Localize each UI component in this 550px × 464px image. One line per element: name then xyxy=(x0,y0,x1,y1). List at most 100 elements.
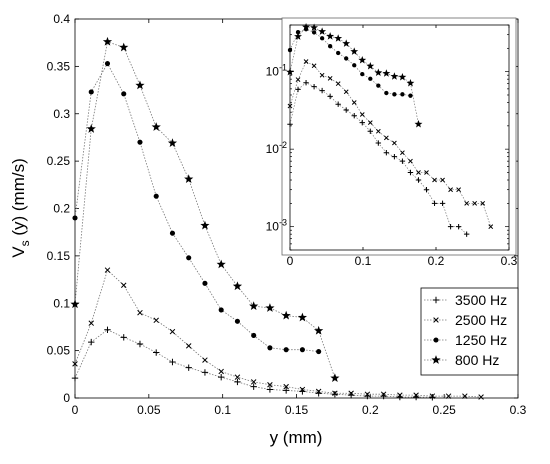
inset-y-tick-label: 10-1 xyxy=(266,63,287,79)
data-point-2500-hz xyxy=(169,328,176,335)
data-point-800-hz xyxy=(330,373,340,383)
data-point-2500-hz xyxy=(88,320,94,326)
y-tick-label: 0.25 xyxy=(47,154,71,168)
data-point-800-hz xyxy=(86,124,96,133)
inset-data-point-2500-hz xyxy=(392,140,397,146)
inset-data-point-3500-hz xyxy=(327,93,333,100)
x-tick-label: 0.15 xyxy=(285,403,309,417)
data-point-1250-hz xyxy=(202,280,208,286)
inset-series-line-800-hz xyxy=(289,26,419,125)
inset-data-point-2500-hz xyxy=(351,100,357,105)
legend: 3500 Hz 2500 Hz 1250 Hz 800 Hz xyxy=(420,287,519,376)
inset-data-point-2500-hz xyxy=(464,200,470,206)
x-tick-label: 0.05 xyxy=(137,403,161,417)
y-tick-label: 0.2 xyxy=(53,202,70,216)
inset-x-tick-label: 0.2 xyxy=(428,254,445,268)
data-point-2500-hz xyxy=(478,394,484,400)
inset-data-point-800-hz xyxy=(342,39,351,47)
data-point-3500-hz xyxy=(104,326,111,333)
y-axis-title-suffix: (y) (mm/s) xyxy=(9,158,28,240)
inset-x-tick-label: 0.3 xyxy=(501,254,518,268)
data-point-2500-hz xyxy=(250,379,257,385)
x-tick-label: 0 xyxy=(72,403,79,417)
inset-data-point-3500-hz xyxy=(407,169,414,176)
data-point-2500-hz xyxy=(267,381,273,388)
x-tick-label: 0.25 xyxy=(432,403,456,417)
inset-data-point-2500-hz xyxy=(295,77,301,82)
data-point-3500-hz xyxy=(71,374,79,382)
data-point-3500-hz xyxy=(331,391,339,398)
data-point-2500-hz xyxy=(462,393,468,399)
data-point-3500-hz xyxy=(429,394,436,401)
y-tick-label: 0.35 xyxy=(47,59,71,73)
inset-data-point-800-hz xyxy=(374,68,383,77)
inset-data-point-3500-hz xyxy=(359,119,365,126)
legend-label-1250-hz: 1250 Hz xyxy=(455,332,507,348)
inset-data-point-2500-hz xyxy=(448,187,453,193)
inset-data-point-3500-hz xyxy=(383,150,390,156)
inset-series-2500-hz xyxy=(287,59,494,230)
data-point-800-hz xyxy=(167,138,178,148)
data-point-1250-hz xyxy=(299,347,305,353)
data-point-3500-hz xyxy=(266,386,274,393)
inset-data-point-800-hz xyxy=(366,61,375,70)
inset-data-point-1250-hz xyxy=(336,50,341,56)
data-point-2500-hz xyxy=(429,393,436,399)
inset-data-point-2500-hz xyxy=(424,170,429,175)
inset-series-800-hz xyxy=(286,22,423,128)
data-point-2500-hz xyxy=(332,390,338,397)
y-tick-label: 0 xyxy=(63,391,70,405)
inset-data-point-3500-hz xyxy=(303,80,309,86)
data-point-800-hz xyxy=(151,122,161,131)
data-point-2500-hz xyxy=(202,357,208,363)
inset-data-point-2500-hz xyxy=(408,158,413,164)
legend-marker-2500-hz xyxy=(433,317,439,323)
inset-data-point-2500-hz xyxy=(440,177,445,183)
inset-data-point-800-hz xyxy=(358,55,367,64)
data-point-1250-hz xyxy=(234,318,240,324)
inset-data-point-800-hz xyxy=(294,32,302,40)
data-point-3500-hz xyxy=(120,334,127,341)
inset-data-point-2500-hz xyxy=(303,59,309,64)
legend-label-2500-hz: 2500 Hz xyxy=(455,312,507,328)
inset-data-point-1250-hz xyxy=(368,76,373,81)
inset-data-point-2500-hz xyxy=(327,75,333,81)
inset-series-3500-hz xyxy=(287,80,470,237)
inset-x-tick-label: 0 xyxy=(287,254,294,268)
inset-data-point-1250-hz xyxy=(295,30,301,35)
data-point-800-hz xyxy=(184,174,194,184)
inset-data-point-1250-hz xyxy=(408,93,413,98)
inset-data-point-1250-hz xyxy=(392,92,397,97)
y-axis-title-subscript: s xyxy=(18,240,32,246)
inset-data-point-3500-hz xyxy=(415,177,422,183)
inset-data-point-3500-hz xyxy=(423,186,430,193)
inset-plot-panel: 0 0.1 0.2 0.3 10-3 10-2 10-1 xyxy=(266,17,518,268)
inset-data-point-2500-hz xyxy=(367,120,373,126)
series-1250-hz xyxy=(72,60,322,355)
data-point-800-hz xyxy=(119,42,129,52)
y-tick-label: 0.3 xyxy=(53,107,70,121)
inset-data-point-3500-hz xyxy=(455,223,462,230)
inset-data-point-3500-hz xyxy=(399,158,406,164)
inset-data-point-3500-hz xyxy=(295,86,301,93)
inset-data-point-1250-hz xyxy=(311,30,317,35)
data-point-2500-hz xyxy=(445,393,452,399)
inset-data-point-1250-hz xyxy=(384,90,389,96)
inset-data-point-3500-hz xyxy=(391,153,398,160)
inset-data-point-2500-hz xyxy=(359,112,365,117)
data-point-800-hz xyxy=(297,312,307,322)
inset-data-point-2500-hz xyxy=(383,135,389,141)
inset-data-point-3500-hz xyxy=(375,140,382,146)
data-point-2500-hz xyxy=(380,391,387,397)
data-point-2500-hz xyxy=(153,317,159,324)
inset-data-point-3500-hz xyxy=(463,231,470,237)
data-point-800-hz xyxy=(249,301,259,310)
inset-data-point-1250-hz xyxy=(376,83,381,88)
inset-data-point-2500-hz xyxy=(432,177,437,183)
data-point-1250-hz xyxy=(283,347,289,353)
inset-data-point-800-hz xyxy=(302,22,310,31)
data-point-2500-hz xyxy=(413,392,419,398)
y-axis-title: Vs (y) (mm/s) xyxy=(9,158,32,257)
data-point-3500-hz xyxy=(169,358,176,366)
